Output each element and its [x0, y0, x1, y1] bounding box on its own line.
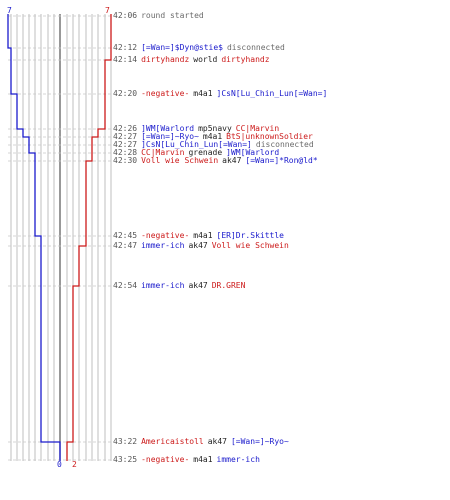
event-player: Voll wie Schwein	[211, 241, 289, 250]
event-player: dirtyhandz	[221, 55, 270, 64]
event-time: 42:47	[113, 241, 138, 250]
event-time: 42:20	[113, 89, 138, 98]
event-weapon: grenade	[188, 148, 223, 157]
event-weapon: m4a1	[193, 231, 213, 240]
event-player: ]CsN[Lu_Chin_Lun[=Wan=]	[141, 140, 252, 149]
event-player: immer-ich	[141, 281, 185, 290]
event-player: [=Wan=]~Ryo~	[230, 437, 289, 446]
event-row: 42:12 [=Wan=]$Dyn@stie$ disconnected	[113, 43, 289, 52]
event-player: -negative-	[141, 455, 190, 464]
event-weapon: m4a1	[193, 89, 213, 98]
blue-end-count: 0	[57, 460, 62, 469]
event-time: 42:12	[113, 43, 138, 52]
event-weapon: ak47	[222, 156, 242, 165]
red-end-count: 2	[72, 460, 77, 469]
event-status: disconnected	[226, 43, 285, 52]
event-player: BtS|unknownSoldier	[226, 132, 313, 141]
event-row: 42:30 Voll wie Schwein ak47 [=Wan=]*Ron@ld*	[113, 156, 322, 165]
event-row: 42:20 -negative-m4a1]CsN[Lu_Chin_Lun[=Wan…	[113, 89, 331, 98]
event-player: immer-ich	[141, 241, 185, 250]
event-time: 42:45	[113, 231, 138, 240]
event-player: dirtyhandz	[141, 55, 190, 64]
blue-start-count: 7	[7, 6, 12, 15]
event-row: 42:28 CC|Marvin grenade]WM[Warlord	[113, 148, 283, 157]
event-row: 42:06 round started	[113, 11, 208, 20]
event-row: 43:22 Americaistoll ak47 [=Wan=]~Ryo~	[113, 437, 293, 446]
event-weapon: mp5navy	[198, 124, 232, 133]
event-player: DR.GREN	[211, 281, 246, 290]
event-row: 43:25 -negative-m4a1 immer-ich	[113, 455, 264, 464]
event-weapon: ak47	[188, 241, 208, 250]
event-status: disconnected	[255, 140, 314, 149]
event-weapon: m4a1	[202, 132, 223, 141]
event-row: 42:54 immer-ich ak47 DR.GREN	[113, 281, 249, 290]
grid-lines	[10, 14, 112, 461]
event-player: Americaistoll	[141, 437, 204, 446]
event-row: 42:26]WM[Warlord mp5navy CC|Marvin	[113, 124, 283, 133]
event-weapon: m4a1	[193, 455, 213, 464]
event-row: 42:45 -negative-m4a1 [ER]Dr.Skittle	[113, 231, 288, 240]
event-player: [=Wan=]~Ryo~	[141, 132, 199, 141]
event-row: 42:14 dirtyhandz world dirtyhandz	[113, 55, 274, 64]
event-player: [ER]Dr.Skittle	[216, 231, 284, 240]
event-player: [=Wan=]$Dyn@stie$	[141, 43, 223, 52]
event-time: 43:25	[113, 455, 138, 464]
event-row: 42:27 [=Wan=]~Ryo~ m4a1 BtS|unknownSoldier	[113, 132, 317, 141]
event-player: ]CsN[Lu_Chin_Lun[=Wan=]	[216, 89, 328, 98]
event-status: round started	[141, 11, 204, 20]
event-time: 42:27	[113, 140, 138, 149]
event-time: 42:26	[113, 124, 138, 133]
event-player: immer-ich	[216, 455, 260, 464]
event-time: 42:54	[113, 281, 138, 290]
event-weapon: ak47	[207, 437, 227, 446]
event-weapon: ak47	[188, 281, 208, 290]
event-player: ]WM[Warlord	[141, 124, 195, 133]
event-weapon: world	[193, 55, 218, 64]
event-row: 42:47 immer-ich ak47 Voll wie Schwein	[113, 241, 293, 250]
blue-team-alive-line	[7, 14, 61, 461]
event-row: 42:27]CsN[Lu_Chin_Lun[=Wan=] disconnected	[113, 140, 318, 149]
event-player: [=Wan=]*Ron@ld*	[245, 156, 318, 165]
event-player: CC|Marvin	[141, 148, 185, 157]
event-player: -negative-	[141, 89, 190, 98]
event-time: 42:27	[113, 132, 138, 141]
event-player: ]WM[Warlord	[226, 148, 280, 157]
event-time: 43:22	[113, 437, 138, 446]
event-player: Voll wie Schwein	[141, 156, 219, 165]
event-player: -negative-	[141, 231, 190, 240]
event-time: 42:28	[113, 148, 138, 157]
red-team-alive-line	[66, 14, 112, 461]
event-time: 42:06	[113, 11, 138, 20]
event-time: 42:30	[113, 156, 138, 165]
event-time: 42:14	[113, 55, 138, 64]
event-player: CC|Marvin	[235, 124, 280, 133]
red-start-count: 7	[105, 6, 110, 15]
